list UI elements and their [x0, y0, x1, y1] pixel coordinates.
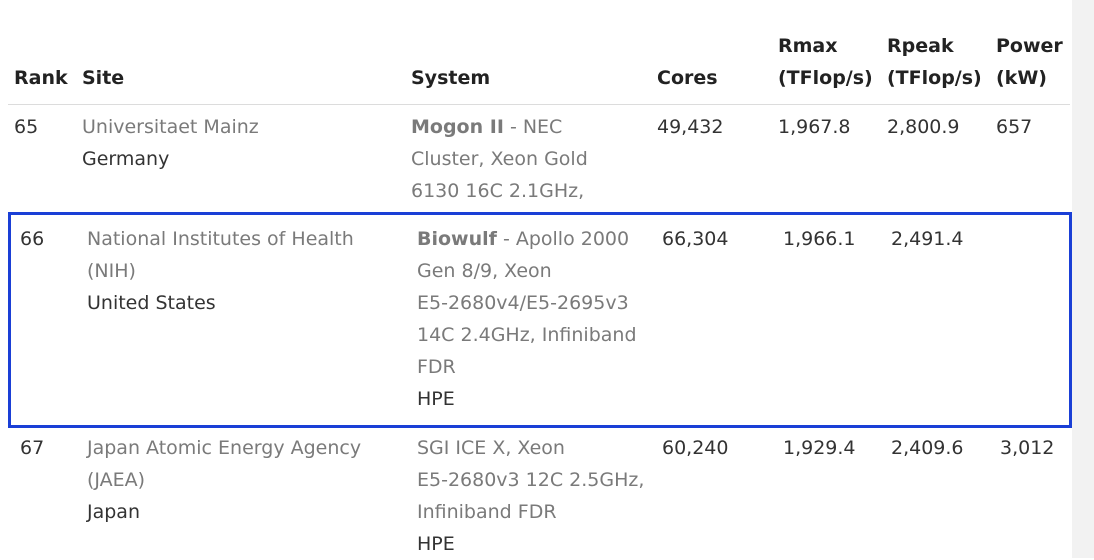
- cores-value: 60,240: [662, 437, 729, 459]
- system-desc[interactable]: 14C 2.4GHz, Infiniband: [417, 324, 637, 346]
- system-desc[interactable]: Gen 8/9, Xeon: [417, 260, 552, 282]
- system-desc[interactable]: Infiniband FDR: [417, 501, 557, 523]
- site-country: Germany: [82, 148, 170, 170]
- system-vendor: HPE: [417, 388, 455, 410]
- row-rank: 66: [20, 228, 45, 250]
- site-link[interactable]: (NIH): [87, 260, 136, 282]
- system-vendor: HPE: [417, 533, 455, 555]
- system-link[interactable]: Mogon II: [411, 116, 504, 138]
- row-rank: 65: [14, 116, 39, 138]
- rpeak-value: 2,491.4: [891, 228, 964, 250]
- row-rank: 67: [20, 437, 45, 459]
- header-power: Power: [996, 35, 1063, 57]
- power-value: 657: [996, 116, 1033, 138]
- site-link[interactable]: National Institutes of Health: [87, 228, 354, 250]
- highlight-box: [8, 212, 1072, 428]
- site-country: Japan: [87, 501, 140, 523]
- header-rmax-unit: (TFlop/s): [778, 67, 873, 89]
- page-gutter: [1072, 0, 1094, 558]
- system-desc[interactable]: E5-2680v3 12C 2.5GHz,: [417, 469, 645, 491]
- rmax-value: 1,966.1: [783, 228, 856, 250]
- cores-value: 49,432: [657, 116, 724, 138]
- system-desc[interactable]: - NEC: [503, 116, 563, 138]
- header-divider: [8, 104, 1070, 105]
- power-value: 3,012: [1000, 437, 1055, 459]
- system-desc[interactable]: E5-2680v4/E5-2695v3: [417, 292, 629, 314]
- system-link[interactable]: Biowulf: [417, 228, 497, 250]
- header-system: System: [411, 67, 491, 89]
- header-rpeak-unit: (TFlop/s): [887, 67, 982, 89]
- cores-value: 66,304: [662, 228, 729, 250]
- system-desc[interactable]: Cluster, Xeon Gold: [411, 148, 588, 170]
- site-link[interactable]: Japan Atomic Energy Agency: [87, 437, 362, 459]
- site-link[interactable]: (JAEA): [87, 469, 146, 491]
- rmax-value: 1,929.4: [783, 437, 856, 459]
- system-desc[interactable]: 6130 16C 2.1GHz,: [411, 180, 585, 202]
- system-desc[interactable]: FDR: [417, 356, 456, 378]
- system-cell: Biowulf - Apollo 2000: [417, 223, 629, 255]
- header-site: Site: [82, 67, 125, 89]
- header-power-unit: (kW): [996, 67, 1047, 89]
- header-rank: Rank: [14, 67, 68, 89]
- header-cores: Cores: [657, 67, 718, 89]
- system-link[interactable]: SGI ICE X, Xeon: [417, 437, 565, 459]
- rpeak-value: 2,800.9: [887, 116, 960, 138]
- system-desc[interactable]: - Apollo 2000: [496, 228, 630, 250]
- rpeak-value: 2,409.6: [891, 437, 964, 459]
- site-country: United States: [87, 292, 216, 314]
- site-link[interactable]: Universitaet Mainz: [82, 116, 259, 138]
- header-rpeak: Rpeak: [887, 35, 954, 57]
- system-cell: Mogon II - NEC: [411, 111, 562, 143]
- rmax-value: 1,967.8: [778, 116, 851, 138]
- header-rmax: Rmax: [778, 35, 838, 57]
